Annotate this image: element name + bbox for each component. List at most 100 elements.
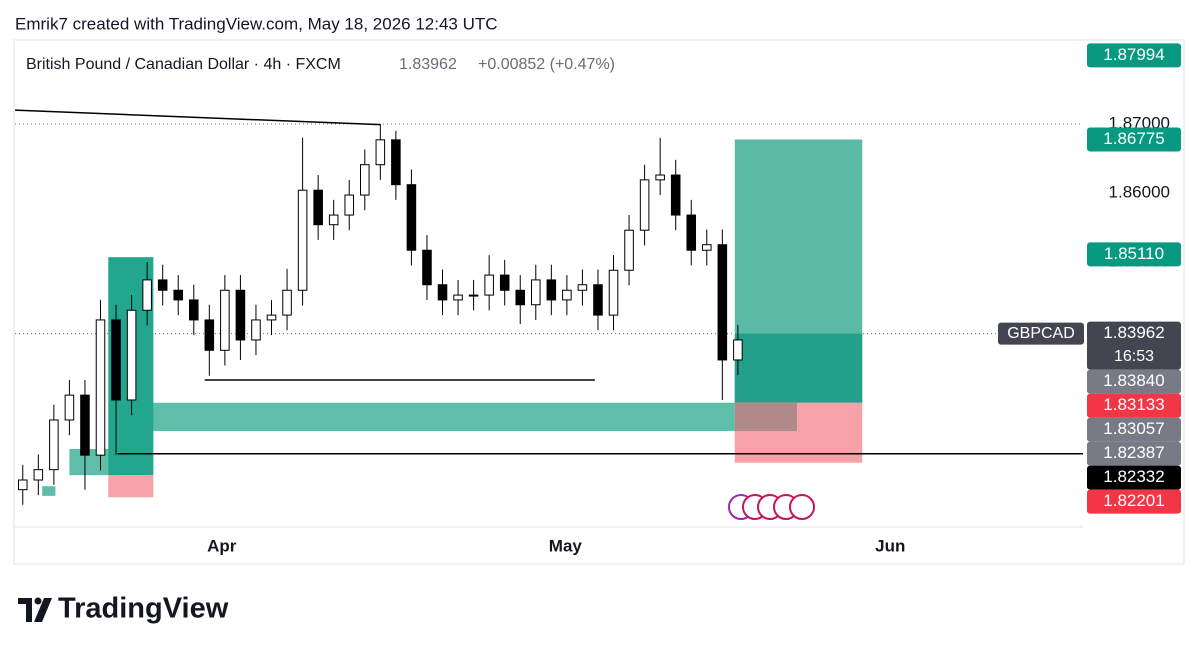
candle-body [453,294,463,301]
price-tag: 1.83133 [1087,393,1181,418]
price-tag: 1.83962 16:53 GBPCAD [998,321,1181,370]
price-tag: 1.83057 [1087,417,1181,442]
event-icons [728,494,815,520]
price-tag-bg [1087,489,1181,514]
price-tag-label: 1.83133 [1103,395,1164,414]
price-change: +0.00852 (+0.47%) [478,56,615,73]
axes: 1.870001.860001.85000AprMayJun1.879941.8… [207,43,1181,555]
candle-body [406,184,417,251]
price-tag-label: 1.82332 [1103,467,1164,486]
price-tag-bg [1087,369,1181,394]
price-tag-label: 1.87994 [1103,45,1164,64]
candle-body [717,244,728,361]
candle-body [266,314,277,321]
candle-body [157,279,168,291]
candle-body [17,479,28,491]
symbol-tag: GBPCAD [1007,325,1075,342]
price-tag-bg [1087,43,1181,68]
candle-body [499,274,510,291]
drawing-line [15,109,381,126]
logo-mark [34,598,52,622]
price-tag-label: 1.82201 [1103,491,1164,510]
candle-body [608,269,619,316]
price-tag: 1.86775 [1087,127,1181,152]
price-tag: 1.83840 [1087,369,1181,394]
candle-body [111,319,121,401]
price-tag: 1.85110 [1087,242,1181,267]
logo-mark [34,597,42,605]
candle-body [95,319,106,456]
logo-mark [18,598,32,622]
y-tick-label: 1.86000 [1109,182,1170,201]
price-tag-label: 1.83962 [1103,323,1164,342]
x-tick-label: Apr [207,536,237,555]
candle-body [220,289,230,351]
symbol-tag-bg [998,322,1084,345]
candle-body [686,214,697,251]
drawing-box [42,486,56,496]
candle-body [173,289,184,301]
credit: Emrik7 created with TradingView.com, May… [15,14,498,33]
candle-body [624,229,634,271]
candle-body [562,289,572,301]
drawing-box [108,475,154,498]
candle-body [142,279,152,311]
candle-body [297,189,308,291]
price-tag-label: 1.83057 [1103,419,1164,438]
candle-body [639,179,650,231]
candle-body [204,319,215,351]
candle-body [702,244,712,251]
drawing-box [734,402,797,432]
price-tag-label: 1.86775 [1103,129,1164,148]
candle-body [49,419,59,471]
candle-body [344,194,355,216]
candle-body [531,279,541,306]
candle-body [126,309,137,401]
candle-body [80,394,90,456]
chart-frame [13,39,1185,565]
price-tag: 1.82332 [1087,465,1181,490]
x-tick-label: May [549,536,583,555]
candle-body [733,339,743,361]
candle-body [655,174,665,181]
symbol-title: British Pound / Canadian Dollar · 4h · F… [26,56,341,73]
price-tag-bg [1087,242,1181,267]
plot [15,109,1083,505]
last-price: 1.83962 [399,56,457,73]
price-tag-bg [1087,393,1181,418]
candle-body [64,394,75,421]
price-tag: 1.82201 [1087,489,1181,514]
candle-body [577,284,588,291]
price-tag-label: 1.82387 [1103,443,1164,462]
candle-body [515,289,526,306]
price-tag-bg [1087,417,1181,442]
candle-body [360,164,370,196]
candle-body [328,214,339,226]
drawing-box [734,333,863,403]
candle-body [422,249,432,286]
candle-body [251,319,261,341]
candle-body [375,139,386,166]
candle-body [313,189,323,226]
candle-body [282,289,292,316]
price-tag-label: 1.85110 [1104,244,1164,263]
price-tag-label: 1.83840 [1103,371,1164,390]
price-tag-bg [1087,127,1181,152]
price-tag: 1.87994 [1087,43,1181,68]
candle-body [33,469,44,481]
legend: British Pound / Canadian Dollar · 4h · F… [26,56,615,73]
candle-body [670,174,681,216]
logo: TradingView [18,593,229,625]
candle-body [546,279,557,301]
event-icon [789,494,815,520]
x-tick-label: Jun [875,536,905,555]
candle-body [484,274,494,296]
price-tag-bg [1087,441,1181,466]
price-tag: 1.82387 [1087,441,1181,466]
price-tag-bg [1087,321,1181,370]
drawing-box [117,402,735,432]
countdown: 16:53 [1114,348,1154,365]
price-tag-bg [1087,465,1181,490]
logo-text: TradingView [58,593,229,625]
